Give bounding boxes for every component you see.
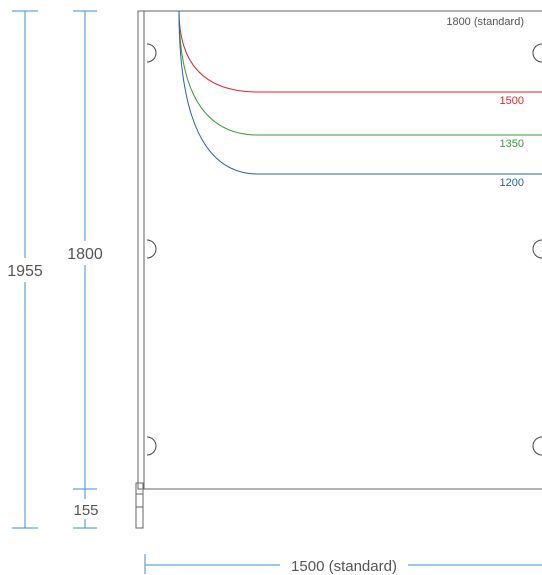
height-1350-label: 1350: [500, 138, 524, 150]
hinge-right-middle-icon: [532, 239, 542, 259]
hinge-left-top-icon: [146, 43, 157, 63]
overall-height-label: 1955: [7, 263, 43, 280]
overall-height-dimension: 1955: [3, 10, 47, 529]
panel-frame: [135, 10, 542, 529]
hinge-right-bottom-icon: [532, 436, 542, 456]
height-1800-label: 1800 (standard): [446, 16, 524, 28]
hinge-left-middle-icon: [146, 239, 157, 259]
base-height-label: 155: [73, 502, 98, 519]
post-foot: [135, 482, 144, 529]
panel-outline: [137, 10, 542, 490]
height-1200-curve: [178, 10, 542, 175]
hinge-left-bottom-icon: [146, 436, 157, 456]
panel-height-dimension: 1800 155: [62, 10, 108, 529]
height-1500-label: 1500: [500, 95, 524, 107]
width-label: 1500 (standard): [291, 558, 397, 575]
height-1200-label: 1200: [500, 177, 524, 189]
panel-height-label: 1800: [67, 246, 103, 263]
height-1350-curve: [178, 10, 542, 136]
height-1500-curve: [178, 10, 542, 93]
hinge-right-top-icon: [532, 43, 542, 63]
width-dimension: 1500 (standard): [144, 554, 542, 575]
